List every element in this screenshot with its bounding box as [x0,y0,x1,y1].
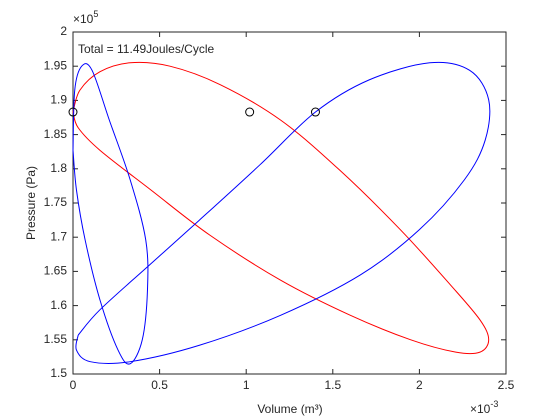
marker [245,107,255,117]
y-axis-label: Pressure (Pa) [24,166,38,240]
x-tick-label: 0 [70,378,77,392]
y-exponent: ×105 [73,9,98,26]
x-axis-label: Volume (m³) [257,402,322,416]
y-tick-label: 1.65 [44,264,68,278]
y-tick-label: 1.6 [50,298,67,312]
marker [68,107,78,117]
x-exponent-power: -3 [490,399,498,409]
x-tick-label: 0.5 [151,378,168,392]
curve [72,63,149,365]
curve [75,61,491,364]
y-tick-label: 1.75 [44,195,68,209]
y-tick-label: 1.5 [50,366,67,380]
y-exponent-power: 5 [93,9,98,19]
y-tick-label: 1.95 [44,58,68,72]
x-exponent: ×10-3 [470,399,498,416]
x-exponent-base: ×10 [470,402,491,416]
y-tick-label: 1.55 [44,332,68,346]
y-tick-label: 2 [60,24,67,38]
y-exponent-base: ×10 [73,12,94,26]
curve [72,61,490,355]
y-tick-label: 1.8 [50,161,67,175]
y-tick-label: 1.9 [50,93,67,107]
y-tick-label: 1.7 [50,229,67,243]
annotation: Total = 11.49Joules/Cycle [78,42,215,56]
x-tick-label: 1.5 [324,378,341,392]
marker [310,107,320,117]
x-tick-label: 1 [243,378,250,392]
y-tick-label: 1.85 [44,127,68,141]
x-tick-label: 2.5 [498,378,515,392]
x-tick-label: 2 [416,378,423,392]
